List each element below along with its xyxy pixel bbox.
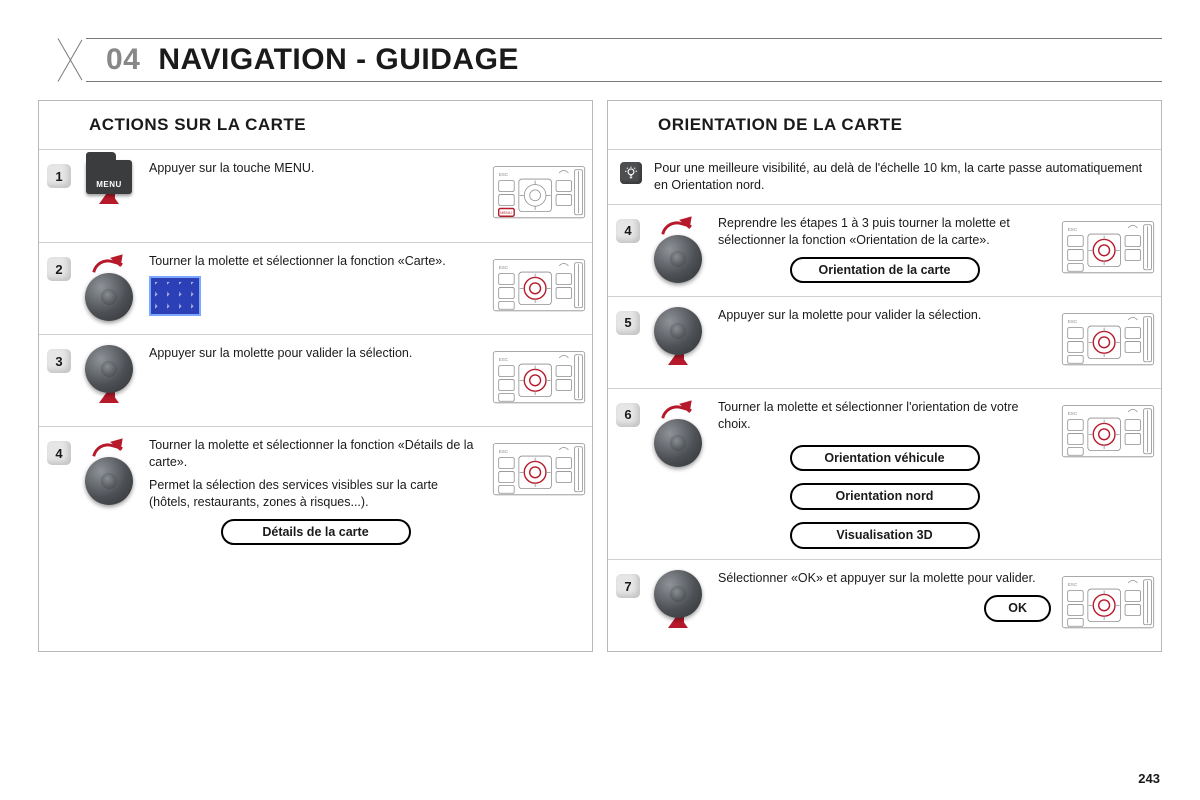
tip-note: Pour une meilleure visibilité, au delà d… <box>608 150 1161 204</box>
left-heading: ACTIONS SUR LA CARTE <box>39 101 592 150</box>
svg-text:ESC: ESC <box>1068 319 1078 324</box>
step-row: 7 Sélectionner «OK» et appuyer sur la mol… <box>608 559 1161 651</box>
section-number: 04 <box>106 43 140 77</box>
turn-arrow-icon <box>661 215 695 233</box>
map-thumbnail-icon <box>149 276 201 316</box>
dial-knob-icon <box>85 345 133 393</box>
svg-text:ESC: ESC <box>1068 582 1078 587</box>
option-pill: OK <box>984 595 1051 622</box>
step-number: 1 <box>47 164 71 188</box>
option-pill: Orientation nord <box>790 483 980 510</box>
step-text: Appuyer sur la molette pour valider la s… <box>149 345 488 362</box>
dial-knob-icon <box>85 457 133 505</box>
step-text: Sélectionner «OK» et appuyer sur la mole… <box>718 570 1057 622</box>
turn-arrow-icon <box>661 399 695 417</box>
radio-panel-illustration: ESC <box>1061 572 1155 634</box>
step-number: 2 <box>47 257 71 281</box>
step-row: 4 Tourner la molette et sélectionner la f… <box>39 426 592 555</box>
option-pill: Orientation de la carte <box>790 257 980 284</box>
radio-panel-illustration: ESC MENU <box>492 162 586 224</box>
svg-text:ESC: ESC <box>499 172 509 177</box>
dial-knob-icon <box>85 273 133 321</box>
svg-text:ESC: ESC <box>499 449 509 454</box>
dial-knob-icon <box>654 419 702 467</box>
step-row: 4 Reprendre les étapes 1 à 3 puis tourner… <box>608 204 1161 296</box>
tip-text: Pour une meilleure visibilité, au delà d… <box>654 160 1147 194</box>
right-heading: ORIENTATION DE LA CARTE <box>608 101 1161 150</box>
option-pill: Détails de la carte <box>221 519 411 546</box>
radio-panel-illustration: ESC <box>1061 309 1155 371</box>
svg-text:ESC: ESC <box>499 357 509 362</box>
menu-button-icon: MENU <box>86 160 132 194</box>
step-row: 3 Appuyer sur la molette pour valider la … <box>39 334 592 426</box>
step-text: Appuyer sur la molette pour valider la s… <box>718 307 1057 324</box>
svg-text:ESC: ESC <box>499 265 509 270</box>
turn-arrow-icon <box>92 253 126 271</box>
step-number: 4 <box>616 219 640 243</box>
step-text: Tourner la molette et sélectionner l'ori… <box>718 399 1057 549</box>
dial-knob-icon <box>654 570 702 618</box>
step-number: 5 <box>616 311 640 335</box>
right-column: ORIENTATION DE LA CARTE Pour une meilleu… <box>607 100 1162 652</box>
step-row: 2 Tourner la molette et sélectionner la f… <box>39 242 592 334</box>
radio-panel-illustration: ESC <box>1061 401 1155 463</box>
lightbulb-icon <box>620 162 642 184</box>
svg-text:ESC: ESC <box>1068 227 1078 232</box>
section-header: 04 NAVIGATION - GUIDAGE <box>38 30 1162 86</box>
step-number: 6 <box>616 403 640 427</box>
option-pill: Visualisation 3D <box>790 522 980 549</box>
page-number: 243 <box>1138 771 1160 786</box>
step-number: 3 <box>47 349 71 373</box>
step-text: Appuyer sur la touche MENU. <box>149 160 488 177</box>
step-text: Reprendre les étapes 1 à 3 puis tourner … <box>718 215 1057 284</box>
step-number: 7 <box>616 574 640 598</box>
step-row: 1 MENU Appuyer sur la touche MENU. ESC MEN… <box>39 150 592 242</box>
step-number: 4 <box>47 441 71 465</box>
dial-knob-icon <box>654 235 702 283</box>
turn-arrow-icon <box>92 437 126 455</box>
radio-panel-illustration: ESC <box>492 255 586 317</box>
left-column: ACTIONS SUR LA CARTE 1 MENU Appuyer sur la… <box>38 100 593 652</box>
radio-panel-illustration: ESC <box>492 439 586 501</box>
svg-text:ESC: ESC <box>1068 411 1078 416</box>
step-text: Tourner la molette et sélectionner la fo… <box>149 253 488 316</box>
option-pill: Orientation véhicule <box>790 445 980 472</box>
radio-panel-illustration: ESC <box>492 347 586 409</box>
radio-panel-illustration: ESC <box>1061 217 1155 279</box>
svg-text:MENU: MENU <box>500 210 512 215</box>
step-row: 6 Tourner la molette et sélectionner l'or… <box>608 388 1161 559</box>
section-title: NAVIGATION - GUIDAGE <box>158 43 519 77</box>
step-row: 5 Appuyer sur la molette pour valider la … <box>608 296 1161 388</box>
dial-knob-icon <box>654 307 702 355</box>
step-text: Tourner la molette et sélectionner la fo… <box>149 437 488 545</box>
